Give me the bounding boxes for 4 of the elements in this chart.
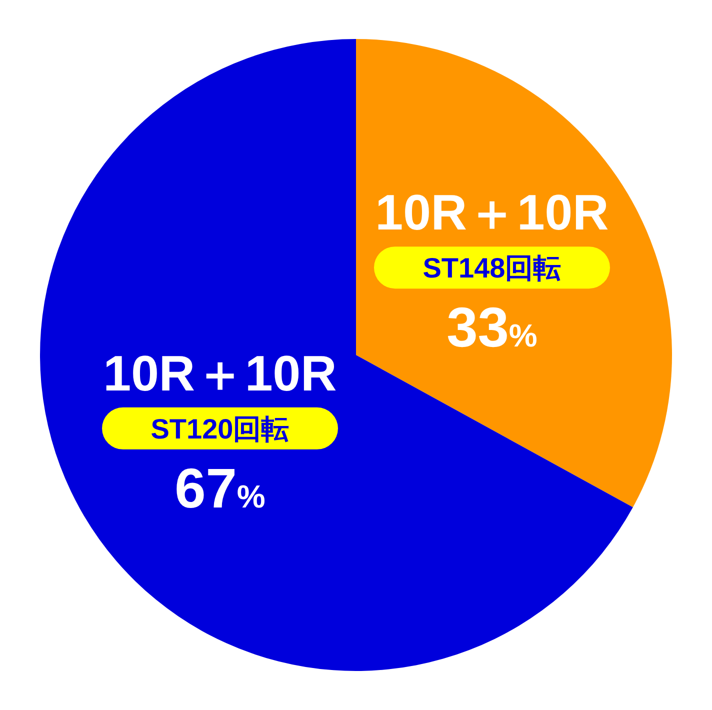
slice-label: 10R＋10R [103, 345, 337, 402]
data-label: 67% [174, 456, 266, 520]
slice-label: 10R＋10R [375, 184, 609, 241]
data-label: 33% [446, 296, 538, 359]
